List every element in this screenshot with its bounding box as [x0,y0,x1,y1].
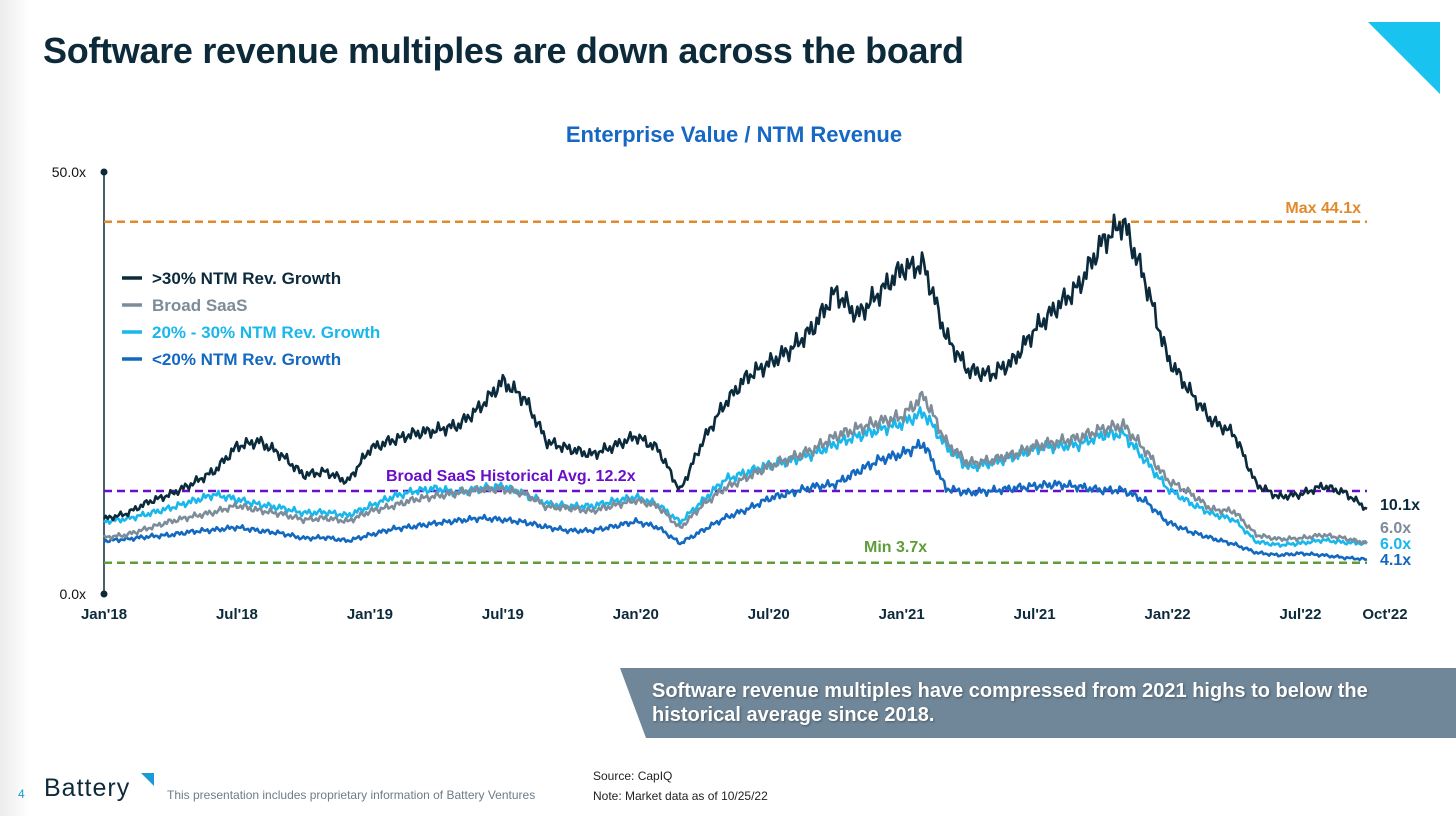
y-tick-label: 0.0x [60,586,86,602]
chart-title: Enterprise Value / NTM Revenue [566,122,902,147]
y-axis-bottom-dot [100,590,108,598]
legend-entry-broad-saas: Broad SaaS [152,296,247,315]
x-tick-label: Jul'21 [1014,606,1056,623]
disclaimer: This presentation includes proprietary i… [167,788,536,802]
callout-text: Software revenue multiples have compress… [652,680,1368,726]
legend-entry-lt20: <20% NTM Rev. Growth [152,350,341,369]
series-line-lt20 [103,438,1368,562]
series-line-gt30 [102,213,1368,522]
callout-box [620,668,1456,738]
x-tick-label: Jul'19 [482,606,524,623]
slide-title: Software revenue multiples are down acro… [43,30,964,71]
x-tick-label: Jul'22 [1280,606,1322,623]
x-tick-label: Jul'18 [216,606,258,623]
x-tick-label: Oct'22 [1362,606,1407,623]
x-tick-label: Jan'20 [613,606,659,623]
series-line-broad-saas [102,390,1369,545]
end-label-lt20: 4.1x [1380,552,1411,569]
x-tick-label: Jan'21 [879,606,925,623]
historical-avg-label: Broad SaaS Historical Avg. 12.2x [386,468,636,485]
page-number: 4 [18,787,25,801]
market-data-note: Note: Market data as of 10/25/22 [593,789,768,803]
battery-logo: Battery [44,774,131,802]
x-tick-label: Jul'20 [748,606,790,623]
y-tick-label: 50.0x [52,164,86,180]
y-axis-top-dot [100,168,108,176]
ev-ntm-revenue-chart: Enterprise Value / NTM Revenue 50.0x 0.0x J… [52,122,1420,623]
min-label: Min 3.7x [864,539,927,556]
legend-entry-gt30: >30% NTM Rev. Growth [152,269,341,288]
end-label-broad-saas: 6.0x [1380,520,1411,537]
source-note: Source: CapIQ [593,769,673,783]
max-label: Max 44.1x [1285,200,1361,217]
end-label-20-30: 6.0x [1380,536,1411,553]
left-edge-shade [0,0,30,816]
legend-entry-20-30: 20% - 30% NTM Rev. Growth [152,323,380,342]
x-tick-label: Jan'19 [347,606,393,623]
end-label-gt30: 10.1x [1380,497,1420,514]
x-tick-label: Jan'22 [1145,606,1191,623]
series-line-20-30 [103,406,1368,548]
x-tick-label: Jan'18 [81,606,127,623]
logo-mark-icon [141,773,154,786]
